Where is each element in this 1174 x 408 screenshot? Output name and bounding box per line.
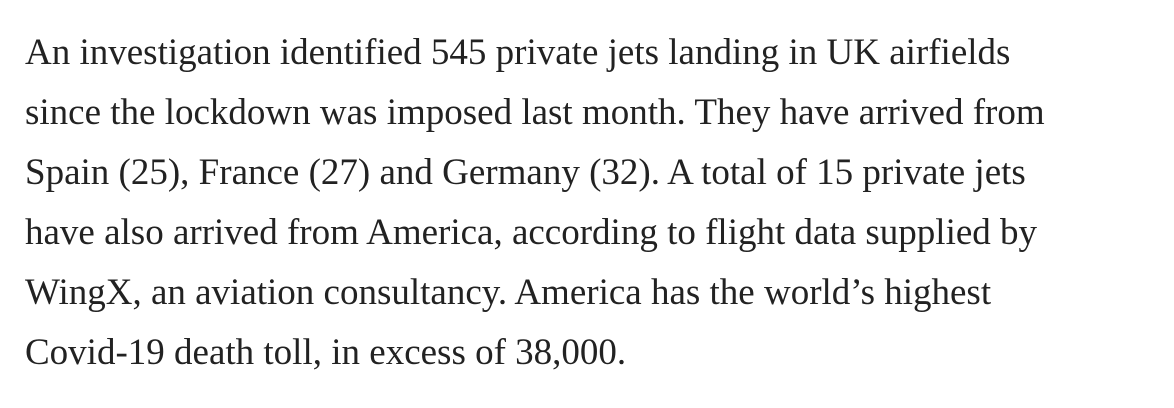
text-line: have also arrived from America, accordin… bbox=[25, 212, 1038, 253]
text-line: since the lockdown was imposed last mont… bbox=[25, 92, 1045, 133]
text-line: WingX, an aviation consultancy. America … bbox=[25, 272, 992, 313]
text-line: Spain (25), France (27) and Germany (32)… bbox=[25, 152, 1026, 193]
text-line: Covid-19 death toll, in excess of 38,000… bbox=[25, 332, 627, 373]
article-paragraph: An investigation identified 545 private … bbox=[25, 23, 1170, 383]
text-line: An investigation identified 545 private … bbox=[25, 32, 1011, 73]
